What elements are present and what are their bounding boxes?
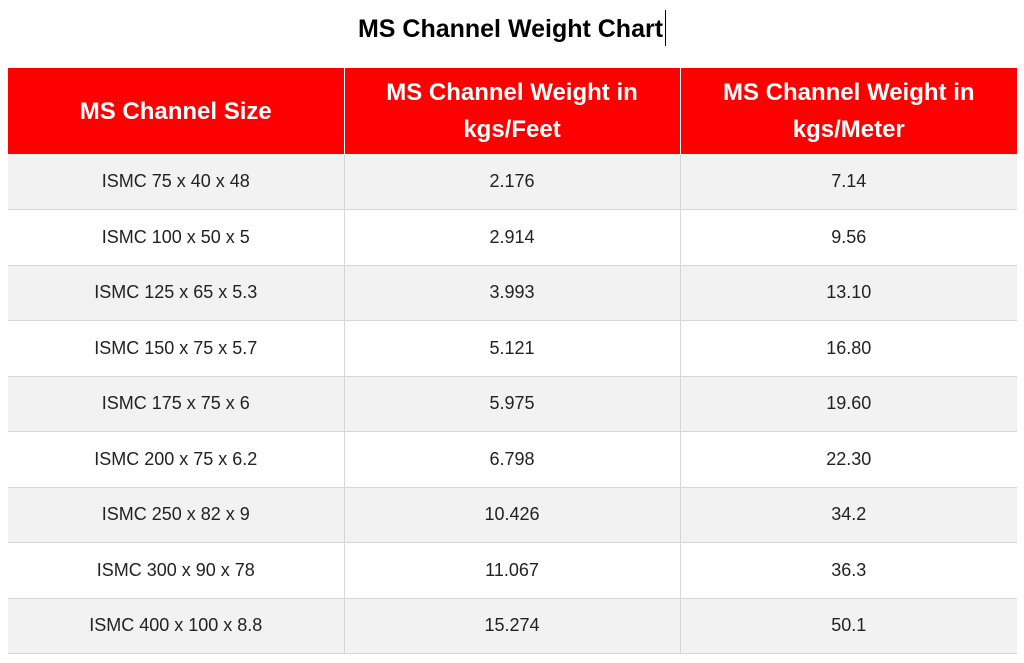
table-row: ISMC 200 x 75 x 6.2 6.798 22.30	[8, 431, 1017, 488]
table-row: ISMC 125 x 65 x 5.3 3.993 13.10	[8, 265, 1017, 321]
cell-weight-kgs-feet: 3.993	[344, 265, 681, 321]
cell-weight-kgs-meter: 22.30	[680, 431, 1017, 488]
cell-weight-kgs-feet: 2.914	[344, 209, 681, 266]
cell-weight-kgs-meter: 34.2	[680, 487, 1017, 543]
table-row: ISMC 175 x 75 x 6 5.975 19.60	[8, 376, 1017, 432]
table-row: ISMC 250 x 82 x 9 10.426 34.2	[8, 487, 1017, 543]
cell-weight-kgs-feet: 10.426	[344, 487, 681, 543]
page-title: MS Channel Weight Chart	[357, 15, 664, 43]
cell-weight-kgs-feet: 2.176	[344, 154, 681, 210]
table-header: MS Channel Size MS Channel Weight in kgs…	[8, 68, 1017, 154]
cell-channel-size: ISMC 400 x 100 x 8.8	[8, 598, 345, 654]
cell-weight-kgs-meter: 7.14	[680, 154, 1017, 210]
header-weight-kgs-meter: MS Channel Weight in kgs/Meter	[680, 68, 1017, 154]
header-row: MS Channel Size MS Channel Weight in kgs…	[8, 68, 1017, 154]
cell-weight-kgs-meter: 9.56	[680, 209, 1017, 266]
cell-weight-kgs-feet: 6.798	[344, 431, 681, 488]
cell-weight-kgs-meter: 13.10	[680, 265, 1017, 321]
cell-weight-kgs-feet: 5.975	[344, 376, 681, 432]
cell-channel-size: ISMC 175 x 75 x 6	[8, 376, 345, 432]
cell-channel-size: ISMC 300 x 90 x 78	[8, 542, 345, 599]
cell-weight-kgs-meter: 50.1	[680, 598, 1017, 654]
cell-weight-kgs-meter: 19.60	[680, 376, 1017, 432]
table-row: ISMC 100 x 50 x 5 2.914 9.56	[8, 209, 1017, 266]
channel-weight-table: MS Channel Size MS Channel Weight in kgs…	[8, 68, 1017, 654]
cell-channel-size: ISMC 75 x 40 x 48	[8, 154, 345, 210]
title-container: MS Channel Weight Chart	[0, 10, 1024, 50]
cell-weight-kgs-feet: 15.274	[344, 598, 681, 654]
table-row: ISMC 150 x 75 x 5.7 5.121 16.80	[8, 320, 1017, 377]
cell-channel-size: ISMC 150 x 75 x 5.7	[8, 320, 345, 377]
cell-weight-kgs-feet: 11.067	[344, 542, 681, 599]
cell-weight-kgs-meter: 16.80	[680, 320, 1017, 377]
header-weight-kgs-feet: MS Channel Weight in kgs/Feet	[344, 68, 681, 154]
table-row: ISMC 300 x 90 x 78 11.067 36.3	[8, 542, 1017, 599]
table-body: ISMC 75 x 40 x 48 2.176 7.14 ISMC 100 x 50 …	[8, 154, 1017, 654]
cell-channel-size: ISMC 125 x 65 x 5.3	[8, 265, 345, 321]
cell-weight-kgs-meter: 36.3	[680, 542, 1017, 599]
cell-channel-size: ISMC 100 x 50 x 5	[8, 209, 345, 266]
cell-weight-kgs-feet: 5.121	[344, 320, 681, 377]
cell-channel-size: ISMC 200 x 75 x 6.2	[8, 431, 345, 488]
table-row: ISMC 75 x 40 x 48 2.176 7.14	[8, 154, 1017, 210]
cell-channel-size: ISMC 250 x 82 x 9	[8, 487, 345, 543]
header-channel-size: MS Channel Size	[8, 68, 345, 154]
text-cursor	[665, 10, 667, 46]
table-row: ISMC 400 x 100 x 8.8 15.274 50.1	[8, 598, 1017, 654]
